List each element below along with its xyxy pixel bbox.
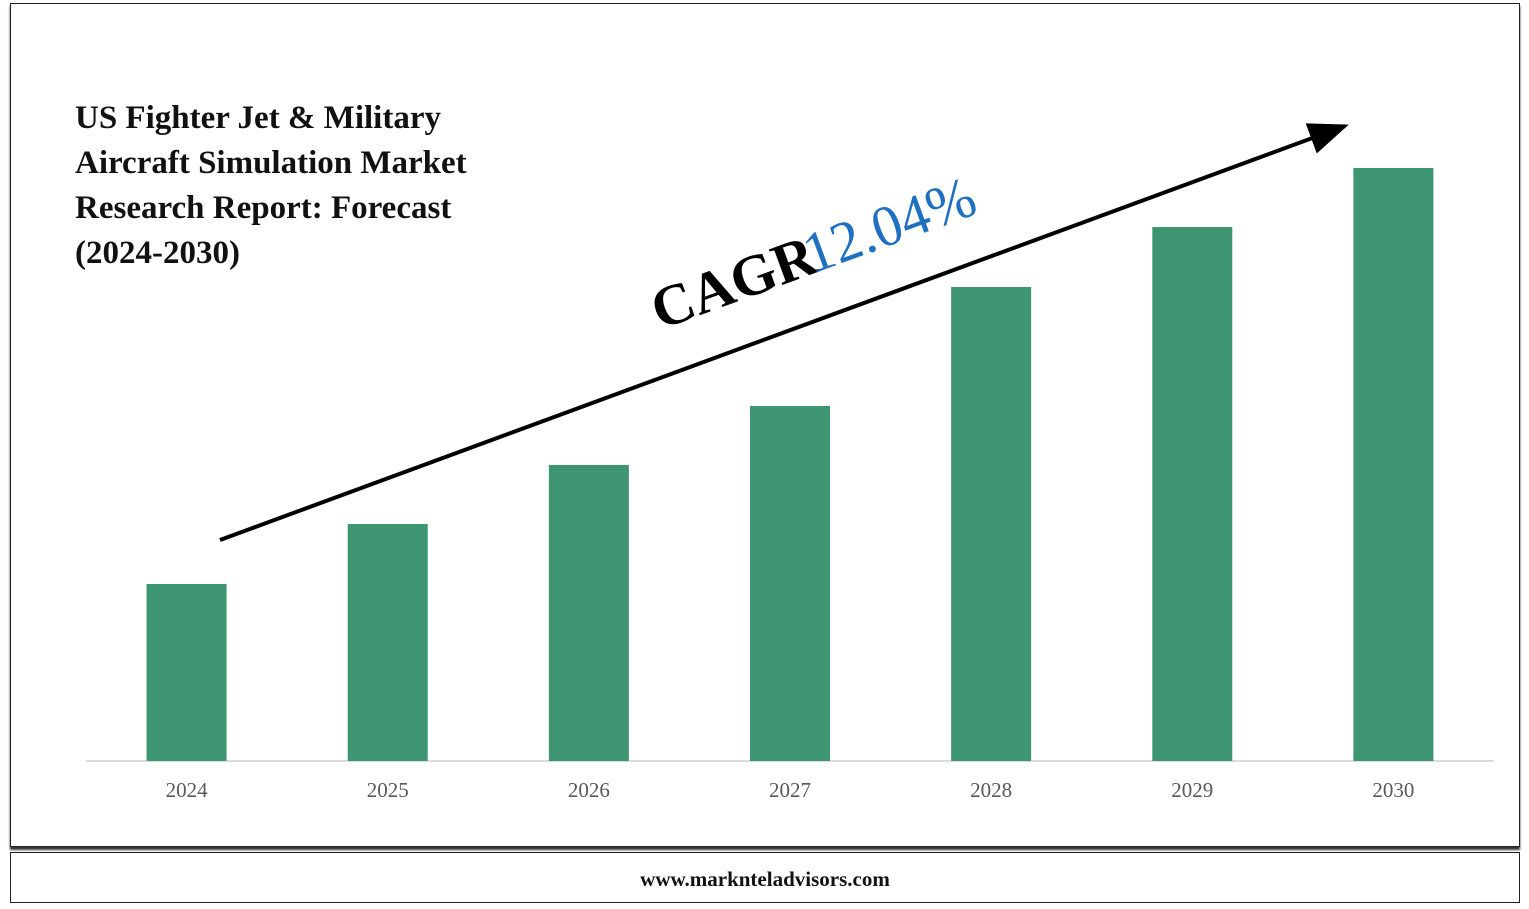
bar xyxy=(1152,227,1233,761)
footer: www.marknteladvisors.com xyxy=(10,852,1520,903)
bar xyxy=(951,287,1032,761)
bar xyxy=(146,584,227,761)
chart: CAGR 12.04% 2024 2025 2026 2027 2028 2029 2030 xyxy=(86,123,1494,802)
bar xyxy=(1353,168,1434,761)
chart-title: US Fighter Jet & Military Aircraft Simul… xyxy=(75,100,467,271)
chart-frame xyxy=(10,3,1520,847)
x-tick-label: 2026 xyxy=(568,778,610,802)
x-tick-label: 2030 xyxy=(1372,778,1414,802)
x-tick-label: 2024 xyxy=(166,778,209,802)
x-tick-label: 2029 xyxy=(1171,778,1213,802)
bar xyxy=(750,406,830,761)
x-tick-label: 2028 xyxy=(970,778,1012,802)
cagr-annotation: CAGR 12.04% xyxy=(642,164,984,343)
cagr-label: CAGR xyxy=(642,222,826,342)
bar xyxy=(347,524,428,761)
trend-arrow xyxy=(219,123,1349,542)
x-tick-label: 2025 xyxy=(367,778,409,802)
bar xyxy=(548,465,629,761)
x-tick-label: 2027 xyxy=(769,778,811,802)
